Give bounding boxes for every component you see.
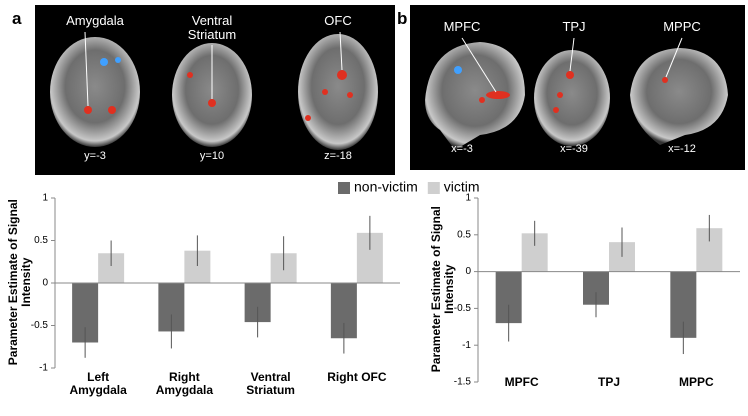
y-tick-label: -1 <box>462 340 471 351</box>
x-tick-label: Left Amygdala <box>69 370 127 398</box>
x-tick-label: Ventral Striatum <box>246 370 295 398</box>
y-axis-title: Parameter Estimate of Signal Intensity <box>5 199 33 366</box>
y-tick-label: 1 <box>42 193 48 204</box>
y-tick-label: 0 <box>465 266 471 277</box>
x-tick-label: MPFC <box>504 375 539 389</box>
panel-label: a <box>12 9 22 28</box>
y-tick-label: 0.5 <box>34 235 48 246</box>
region-label: Ventral Striatum <box>187 13 237 43</box>
y-axis-title: Parameter Estimate of Signal Intensity <box>428 206 456 373</box>
slice-coord: x=-12 <box>668 143 696 155</box>
brain-images <box>50 31 728 150</box>
y-tick-label: 1 <box>465 193 471 204</box>
region-label: MPFC <box>443 19 481 34</box>
y-tick-label: -1.5 <box>454 377 472 388</box>
slice-coord: x=-3 <box>451 143 473 155</box>
slice-coord: x=-39 <box>560 143 588 155</box>
legend-swatch <box>338 182 350 194</box>
x-tick-label: MPPC <box>678 375 714 389</box>
region-label: OFC <box>324 13 352 28</box>
x-tick-label: TPJ <box>597 375 620 389</box>
y-tick-label: -1 <box>39 363 48 374</box>
legend-label: non-victim <box>354 179 418 195</box>
x-tick-label: Right Amygdala <box>155 370 214 398</box>
region-label: MPPC <box>663 19 701 34</box>
region-label: Amygdala <box>66 13 124 28</box>
x-tick-label: Right OFC <box>327 370 387 384</box>
slice-coord: y=10 <box>199 150 225 162</box>
y-tick-label: 0.5 <box>457 229 471 240</box>
slice-coord: z=-18 <box>324 150 352 162</box>
y-tick-label: -0.5 <box>31 320 49 331</box>
region-label: TPJ <box>562 19 586 34</box>
y-tick-label: -0.5 <box>454 303 472 314</box>
slice-coord: y=-3 <box>84 150 106 162</box>
y-tick-label: 0 <box>42 278 48 289</box>
legend-swatch <box>427 182 440 194</box>
panel-label: b <box>397 9 408 28</box>
legend-label: victim <box>444 179 480 195</box>
